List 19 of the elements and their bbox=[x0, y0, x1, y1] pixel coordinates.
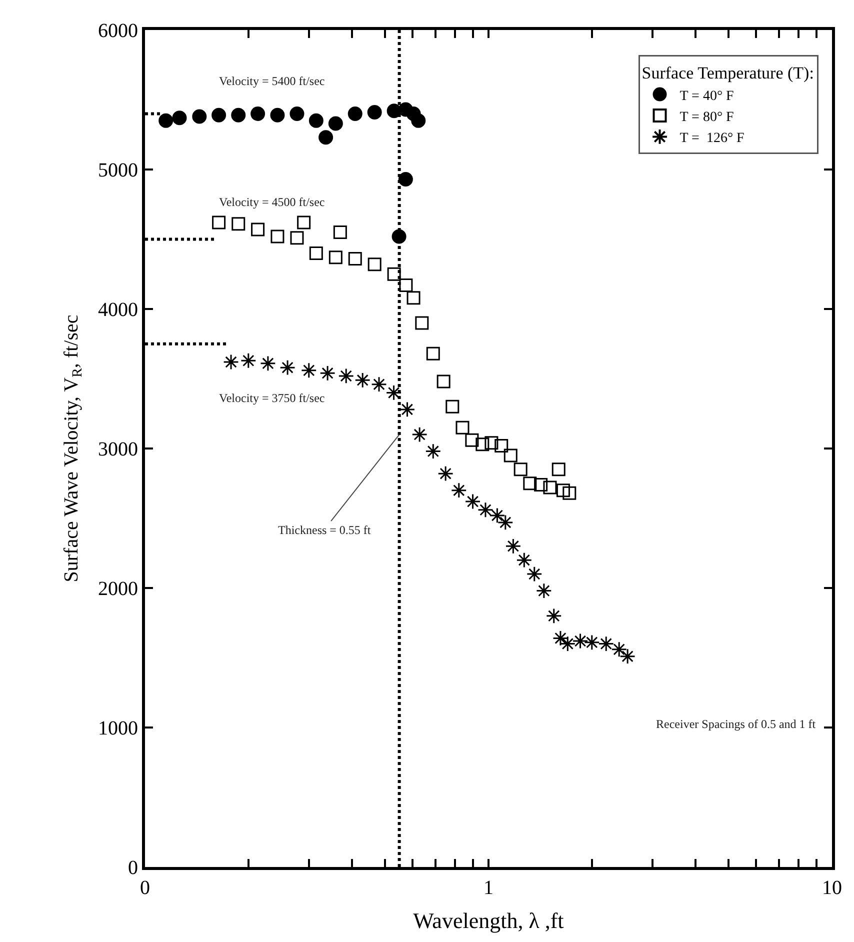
y-tick-label: 5000 bbox=[98, 160, 138, 182]
annotation: Receiver Spacings of 0.5 and 1 ft bbox=[656, 717, 816, 731]
y-tick-label: 0 bbox=[128, 857, 138, 879]
legend-label: T = 40° F bbox=[680, 88, 734, 104]
y-tick-label: 3000 bbox=[98, 438, 138, 460]
legend-title: Surface Temperature (T): bbox=[642, 64, 814, 83]
annotation: Velocity = 4500 ft/sec bbox=[219, 195, 325, 209]
annotation: Velocity = 3750 ft/sec bbox=[219, 391, 325, 405]
y-tick-label: 4000 bbox=[98, 299, 138, 321]
y-tick-label: 6000 bbox=[98, 20, 138, 42]
legend-label: T = 80° F bbox=[680, 110, 734, 125]
y-tick-label: 1000 bbox=[98, 718, 138, 740]
annotation: Velocity = 5400 ft/sec bbox=[219, 74, 325, 88]
annotation: Thickness = 0.55 ft bbox=[278, 523, 372, 537]
y-tick-label: 2000 bbox=[98, 578, 138, 600]
x-tick-label: 10 bbox=[822, 877, 842, 899]
x-axis-title: Wavelength, λ ,ft bbox=[413, 908, 564, 933]
x-tick-label: 1 bbox=[484, 877, 494, 899]
legend-label: T = 126° F bbox=[680, 131, 745, 146]
